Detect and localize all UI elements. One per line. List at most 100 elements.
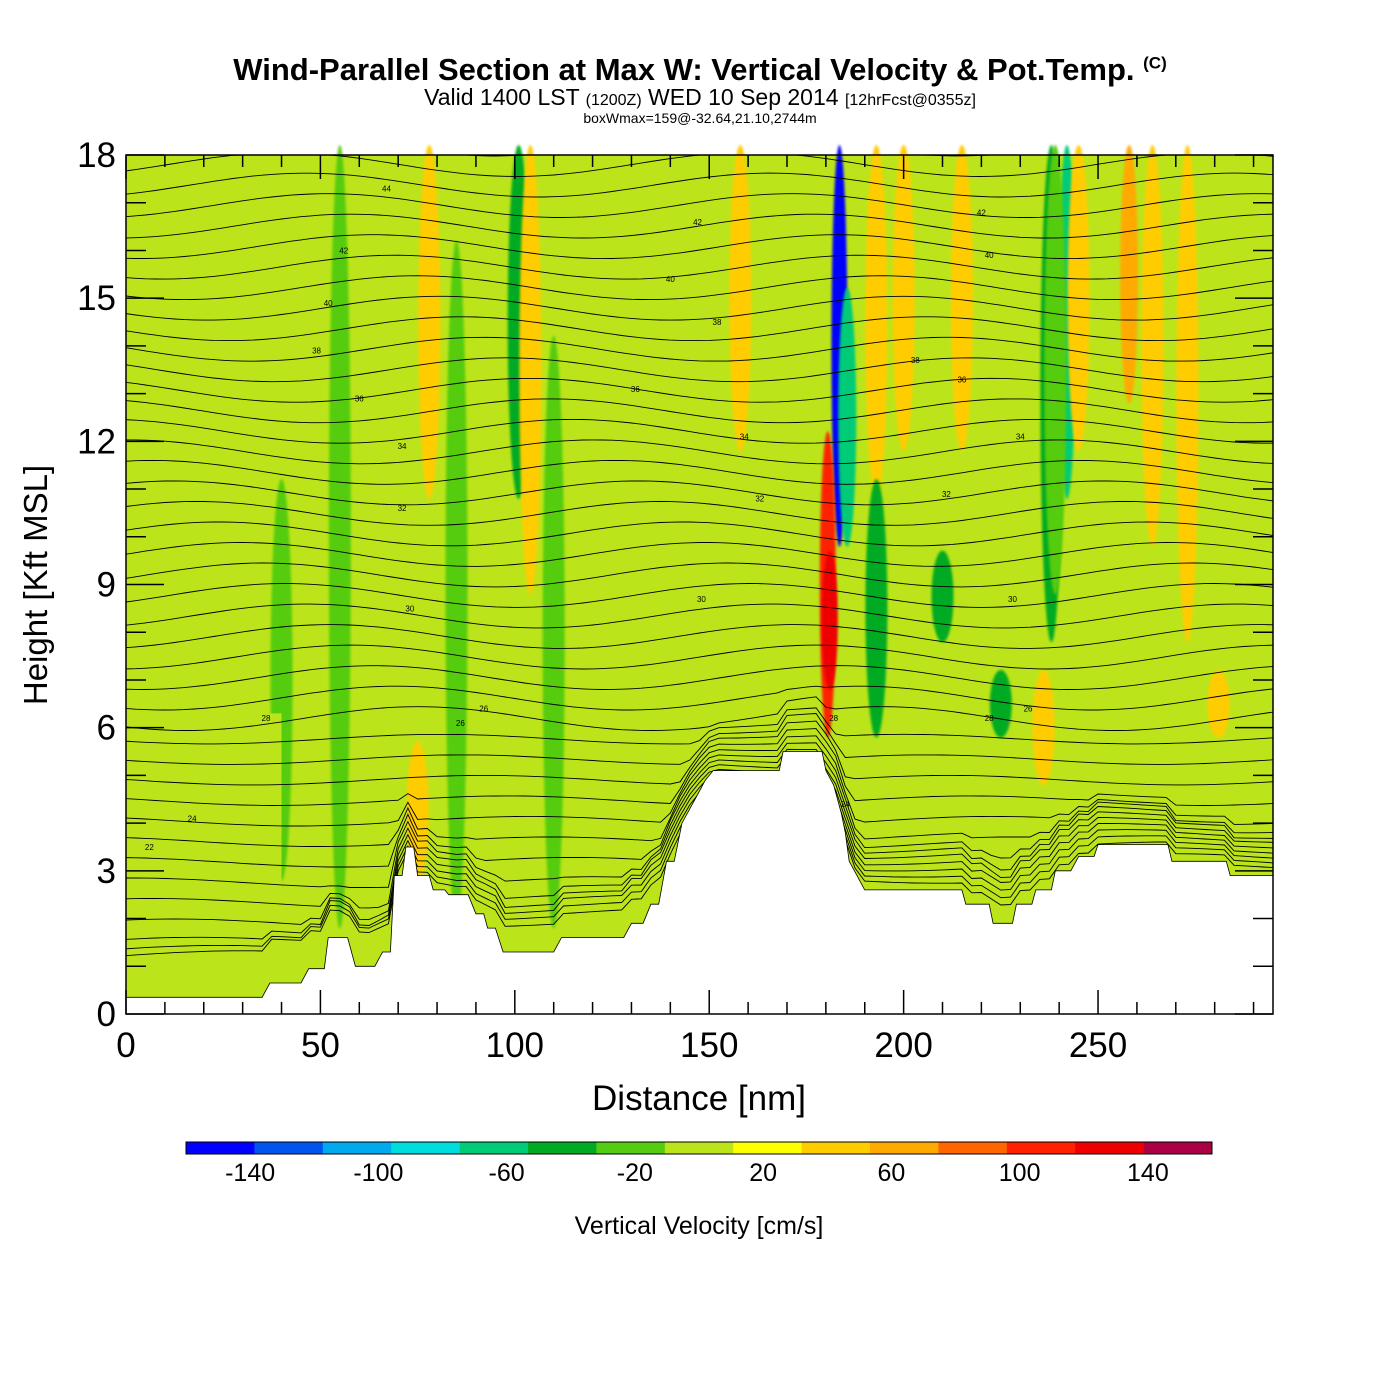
pot-temp-label: 36 — [355, 394, 364, 403]
valid-date: WED 10 Sep 2014 — [648, 84, 839, 110]
pot-temp-label: 28 — [985, 714, 994, 723]
pot-temp-label: 42 — [977, 208, 986, 217]
colorbar-tick-label: 20 — [749, 1159, 777, 1187]
pot-temp-contour — [125, 521, 1274, 547]
x-axis: 0 50 100 150 200 250 — [116, 155, 1255, 1065]
x-tick-label: 200 — [874, 1026, 932, 1065]
pot-temp-contour — [125, 357, 1274, 383]
vertical-velocity-field — [126, 144, 1230, 1014]
pot-temp-label: 36 — [957, 375, 966, 384]
colorbar-swatch — [1006, 1142, 1076, 1154]
forecast-info: [12hrFcst@0355z] — [844, 92, 976, 109]
pot-temp-contour — [125, 665, 1274, 690]
pot-temp-label: 26 — [479, 705, 488, 714]
velocity-region — [126, 713, 282, 1014]
pot-temp-contours — [125, 154, 1274, 957]
colorbar-swatch — [459, 1142, 529, 1154]
pot-temp-contour — [126, 754, 1274, 888]
pot-temp-contour — [125, 742, 1274, 847]
pot-temp-label: 34 — [740, 433, 749, 442]
y-tick-label: 3 — [97, 852, 116, 891]
colorbar-swatch — [186, 1142, 255, 1154]
velocity-streak — [950, 144, 973, 452]
pot-temp-label: 32 — [942, 490, 951, 499]
pot-temp-contour — [125, 720, 1274, 786]
pot-temp-contour — [125, 583, 1274, 608]
pot-temp-label: 22 — [145, 843, 154, 852]
pot-temp-label: 40 — [985, 251, 994, 260]
y-tick-label: 0 — [97, 995, 116, 1034]
y-tick-label: 12 — [77, 422, 116, 461]
pot-temp-label: 38 — [911, 356, 920, 365]
pot-temp-contour — [125, 713, 1274, 765]
colorbar-tick-label: 100 — [999, 1159, 1041, 1187]
pot-temp-contour — [125, 603, 1274, 629]
pot-temp-contour — [125, 234, 1274, 260]
pot-temp-label: 34 — [1016, 433, 1025, 442]
pot-temp-labels: 44 42 40 38 36 34 32 30 28 26 26 24 22 42 40 38 36 34 32 30… — [145, 184, 1033, 852]
pot-temp-contour — [125, 624, 1274, 649]
pot-temp-contour — [125, 501, 1274, 526]
colorbar-tick-label: -100 — [353, 1159, 403, 1187]
velocity-streak — [865, 145, 888, 500]
pot-temp-contour — [125, 172, 1274, 198]
pot-temp-contour — [125, 685, 1274, 711]
velocity-streak — [821, 550, 838, 690]
pot-temp-label: 38 — [713, 318, 722, 327]
pot-temp-label: 26 — [456, 719, 465, 728]
pot-temp-label: 30 — [697, 595, 706, 604]
pot-temp-contour — [125, 295, 1274, 321]
velocity-streak — [892, 144, 915, 452]
pot-temp-label: 34 — [398, 442, 407, 451]
pot-temp-label: 42 — [693, 218, 702, 227]
colorbar-swatch — [528, 1142, 597, 1154]
pot-temp-label: 28 — [262, 714, 271, 723]
pot-temp-contour — [125, 542, 1274, 567]
velocity-streak — [1207, 669, 1230, 738]
colorbar-tick-label: -140 — [225, 1159, 275, 1187]
velocity-streak — [729, 144, 752, 452]
colorbar-tick-label: -20 — [617, 1159, 653, 1187]
pot-temp-contour — [125, 728, 1274, 806]
colorbar-swatch — [1143, 1142, 1213, 1154]
x-tick-label: 50 — [301, 1026, 340, 1065]
colorbar-swatch — [596, 1142, 666, 1154]
colorbar-tick-label: 140 — [1127, 1159, 1169, 1187]
colorbar-swatch — [1075, 1142, 1144, 1154]
colorbar-swatch — [801, 1142, 871, 1154]
pot-temp-contour — [125, 696, 1274, 731]
pot-temp-label: 28 — [829, 714, 838, 723]
pot-temp-contour — [125, 254, 1274, 280]
copyright-mark: (C) — [1143, 53, 1167, 73]
y-tick-label: 6 — [97, 709, 116, 748]
pot-temp-label: 30 — [1008, 595, 1017, 604]
pot-temp-label: 42 — [339, 246, 348, 255]
colorbar-swatch — [664, 1142, 734, 1154]
colorbar-label: Vertical Velocity [cm/s] — [575, 1212, 824, 1240]
colorbar-tick-label: 60 — [877, 1159, 905, 1187]
pot-temp-label: 26 — [1024, 705, 1033, 714]
velocity-streak — [418, 145, 441, 500]
pot-temp-label: 40 — [324, 299, 333, 308]
pot-temp-label: 44 — [382, 184, 391, 193]
chart-title: Wind-Parallel Section at Max W: Vertical… — [233, 52, 1167, 87]
colorbar-swatch — [254, 1142, 324, 1154]
velocity-streak — [931, 550, 954, 643]
pot-temp-contour — [125, 336, 1274, 362]
x-tick-label: 150 — [680, 1026, 738, 1065]
x-axis-label: Distance [nm] — [592, 1079, 806, 1118]
x-tick-label: 250 — [1069, 1026, 1127, 1065]
velocity-streak — [1044, 145, 1067, 595]
velocity-streak — [1141, 145, 1164, 547]
pot-temp-label: 30 — [405, 604, 414, 613]
pot-temp-label: 32 — [398, 504, 407, 513]
colorbar-tick-label: -60 — [489, 1159, 525, 1187]
terrain-mask — [125, 751, 1274, 1015]
velocity-streak — [838, 288, 857, 547]
chart-subtitle: Valid 1400 LST (1200Z) WED 10 Sep 2014 [… — [0, 84, 1400, 111]
colorbar-swatch — [938, 1142, 1008, 1154]
x-tick-label: 100 — [486, 1026, 544, 1065]
velocity-streak — [406, 741, 429, 881]
pot-temp-contour — [125, 316, 1274, 342]
